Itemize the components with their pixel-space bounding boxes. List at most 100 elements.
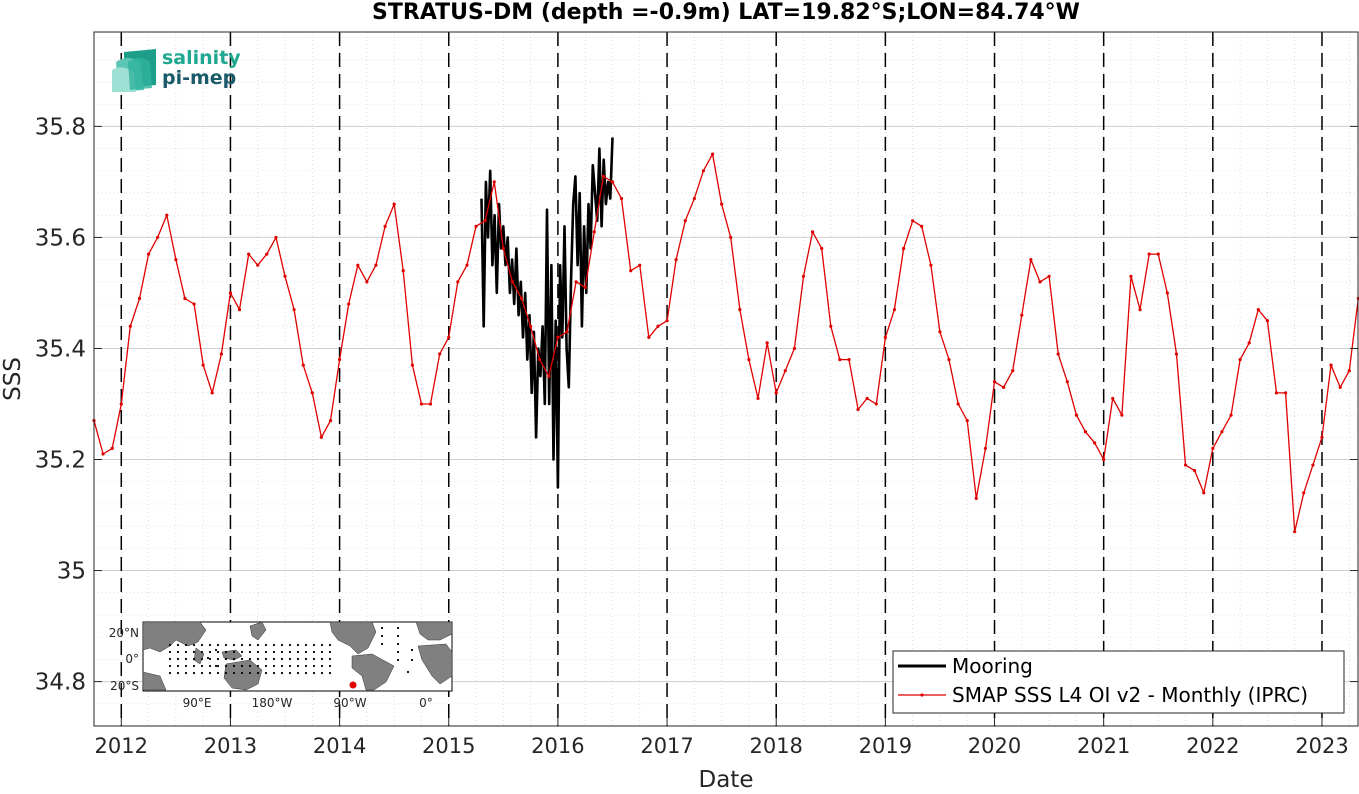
inset-mooring-dot [200,657,204,661]
inset-mooring-dot [208,664,212,668]
inset-mooring-dot [272,643,276,647]
inset-mooring-dot [320,671,324,675]
legend-box [892,650,1345,714]
inset-mooring-dot [304,671,308,675]
x-tick-labels: 2012 2013 2014 2015 2016 2017 2018 2019 2020 2021… [95,734,1349,758]
inset-mooring-dot [224,671,228,675]
inset-mooring-dot [240,650,244,654]
x-tick-label: 2018 [749,734,802,758]
y-tick-label: 35.4 [35,336,86,362]
inset-mooring-dot [168,657,172,661]
inset-mooring-dot [248,664,252,668]
x-tick-label: 2019 [859,734,912,758]
x-tick-label: 2017 [640,734,693,758]
inset-mooring-dot [288,643,292,647]
inset-mooring-dot [200,650,204,654]
logo-text-line2: pi-mep [162,67,236,89]
inset-mooring-dot [216,664,220,668]
legend: Mooring SMAP SSS L4 OI v2 - Monthly (IPR… [892,650,1345,714]
inset-map-mooring-dots [168,626,414,675]
inset-mooring-dot [328,650,332,654]
inset-mooring-dot [272,671,276,675]
inset-map: 20°N 0° 20°S 90°E 180°W 90°W 0° [109,621,453,710]
y-tick-label: 35 [57,559,86,585]
inset-lat-label-20s: 20°S [110,679,139,693]
inset-mooring-dot [224,643,228,647]
inset-mooring-dot [176,650,180,654]
inset-mooring-dot [224,657,228,661]
inset-mooring-dot [264,657,268,661]
x-tick-label: 2022 [1186,734,1239,758]
inset-mooring-dot [272,664,276,668]
salinity-pi-mep-logo: salinity pi-mep [112,47,241,92]
y-tick-label: 35.8 [35,114,86,140]
inset-mooring-dot [280,671,284,675]
year-boundary-lines [120,32,1323,726]
legend-swatch-smap-marker [920,693,924,697]
inset-mooring-dot [192,643,196,647]
x-tick-label: 2021 [1077,734,1130,758]
inset-mooring-dot [168,671,172,675]
inset-mooring-dot [296,643,300,647]
inset-mooring-dot [232,650,236,654]
inset-mooring-dot [168,664,172,668]
legend-label-smap: SMAP SSS L4 OI v2 - Monthly (IPRC) [952,683,1308,707]
inset-mooring-dot [272,650,276,654]
inset-mooring-dot [200,643,204,647]
inset-mooring-dot [208,643,212,647]
inset-mooring-dot [240,664,244,668]
inset-lon-label-90e: 90°E [183,696,212,710]
inset-mooring-dot [240,657,244,661]
inset-mooring-dot [288,671,292,675]
inset-mooring-dot [320,650,324,654]
inset-mooring-dot [214,648,218,652]
inset-mooring-dot [312,657,316,661]
inset-mooring-dot [288,650,292,654]
inset-mooring-dot [176,671,180,675]
x-tick-label: 2023 [1295,734,1348,758]
inset-mooring-dot [264,671,268,675]
inset-mooring-dot [264,643,268,647]
inset-mooring-dot [312,643,316,647]
inset-mooring-dot [328,657,332,661]
inset-mooring-dot [208,657,212,661]
series-line-mooring [480,137,614,489]
inset-mooring-dot [216,657,220,661]
inset-mooring-dot [288,664,292,668]
x-tick-label: 2014 [313,734,366,758]
inset-mooring-dot [168,643,172,647]
inset-mooring-dot [216,671,220,675]
inset-mooring-dot [224,650,228,654]
inset-lon-label-180w: 180°W [252,696,293,710]
inset-mooring-dot [176,664,180,668]
inset-lat-label-20n: 20°N [109,626,139,640]
inset-mooring-dot [320,643,324,647]
inset-mooring-dot [396,642,400,646]
inset-mooring-dot [184,650,188,654]
inset-mooring-dot [280,650,284,654]
y-tick-label: 35.2 [35,448,86,474]
inset-mooring-dot [248,671,252,675]
inset-mooring-dot [192,650,196,654]
inset-mooring-dot [280,664,284,668]
inset-mooring-dot [256,671,260,675]
inset-mooring-dot [380,634,384,638]
inset-mooring-dot [248,657,252,661]
inset-mooring-dot [216,650,220,654]
inset-lon-label-90w: 90°W [333,696,366,710]
inset-mooring-dot [214,664,218,668]
y-tick-labels: 34.8 35 35.2 35.4 35.6 35.8 [35,114,86,695]
inset-mooring-dot [256,664,260,668]
inset-mooring-dot [312,650,316,654]
inset-mooring-dot [296,664,300,668]
inset-mooring-dot [396,650,400,654]
inset-mooring-dot [208,671,212,675]
inset-mooring-dot [192,671,196,675]
inset-map-land [142,621,453,691]
inset-mooring-dot [410,658,414,662]
logo-text-line1: salinity [162,47,241,69]
inset-mooring-dot [248,643,252,647]
inset-mooring-dot [304,657,308,661]
inset-mooring-dot [176,657,180,661]
